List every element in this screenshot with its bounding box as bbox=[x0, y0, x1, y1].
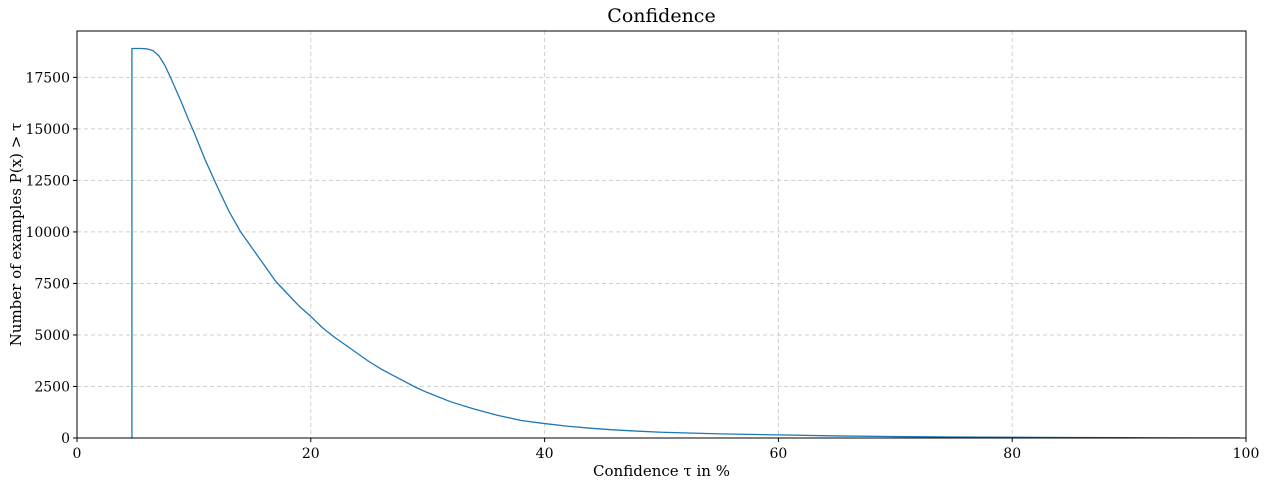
x-tick-label: 80 bbox=[1003, 446, 1021, 462]
x-tick-label: 60 bbox=[769, 446, 787, 462]
x-tick-label: 0 bbox=[73, 446, 82, 462]
x-tick-label: 100 bbox=[1233, 446, 1260, 462]
y-tick-label: 7500 bbox=[34, 276, 70, 292]
y-axis-title: Number of examples P(x) > τ bbox=[7, 123, 25, 347]
y-tick-label: 12500 bbox=[25, 173, 70, 189]
plot-frame bbox=[76, 30, 1247, 439]
y-tick-label: 15000 bbox=[25, 122, 70, 138]
y-tick-label: 5000 bbox=[34, 328, 70, 344]
x-tick-label: 20 bbox=[302, 446, 320, 462]
series-line-0 bbox=[131, 47, 1241, 439]
y-tick-label: 0 bbox=[61, 431, 70, 447]
series-layer bbox=[131, 47, 1241, 439]
chart-title: Confidence bbox=[607, 5, 715, 27]
ticks: 0 20 40 60 80 100 0 2500 5000 7500 10000 12500 15000… bbox=[25, 70, 1259, 462]
y-tick-label: 17500 bbox=[25, 70, 70, 86]
y-tick-label: 2500 bbox=[34, 379, 70, 395]
grid bbox=[76, 31, 1247, 439]
x-axis-title: Confidence τ in % bbox=[593, 462, 730, 480]
y-tick-label: 10000 bbox=[25, 225, 70, 241]
x-tick-label: 40 bbox=[536, 446, 554, 462]
